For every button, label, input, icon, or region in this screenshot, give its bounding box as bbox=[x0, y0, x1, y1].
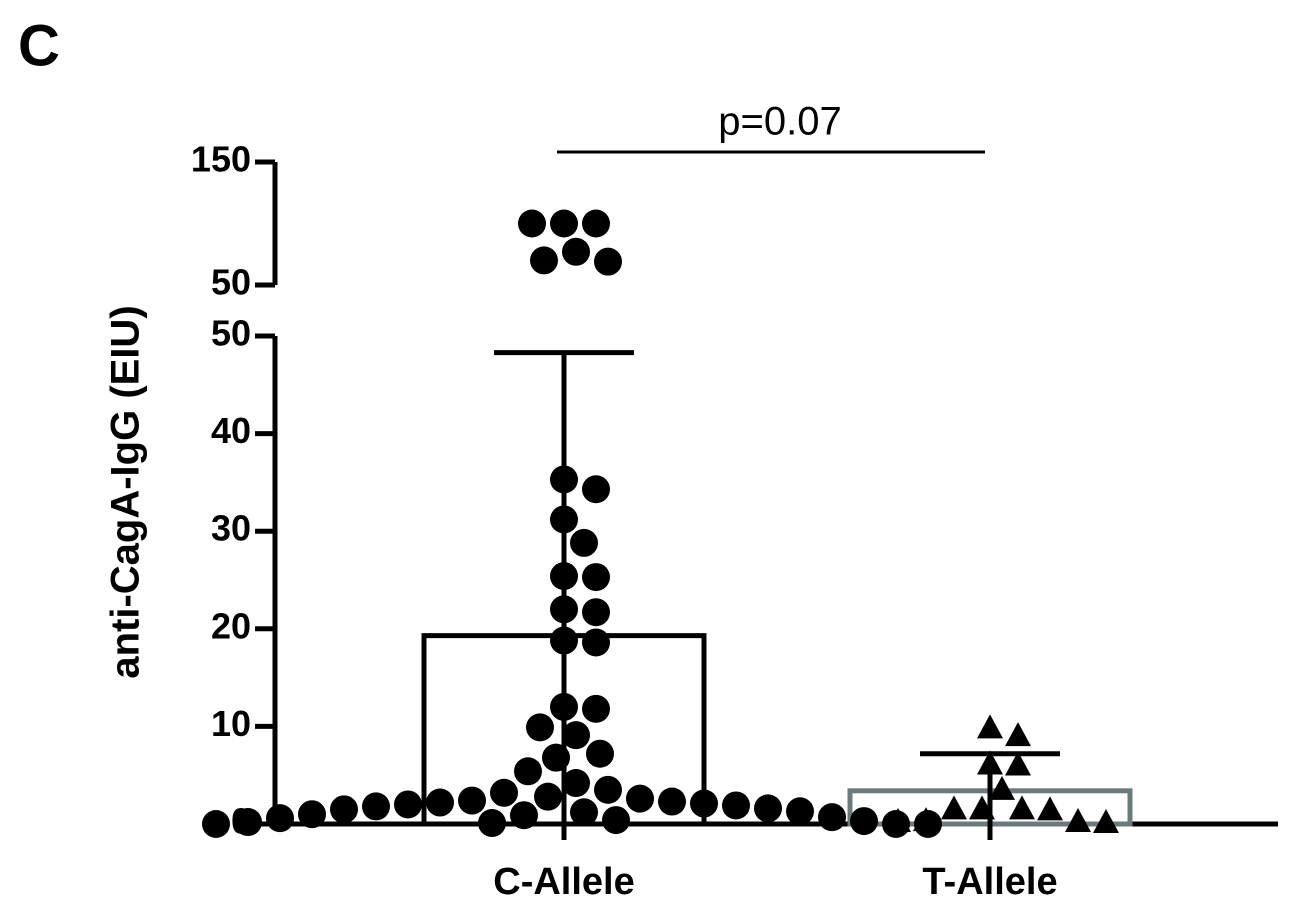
data-point bbox=[818, 803, 846, 832]
data-point bbox=[550, 595, 578, 624]
data-point bbox=[550, 209, 578, 238]
data-point bbox=[626, 784, 654, 813]
y-tick-label: 150 bbox=[191, 139, 251, 180]
data-point bbox=[754, 794, 782, 823]
data-point bbox=[977, 750, 1003, 775]
data-point bbox=[594, 775, 622, 804]
y-tick-label: 40 bbox=[211, 410, 251, 451]
data-point bbox=[534, 782, 562, 811]
data-point bbox=[1093, 809, 1119, 834]
data-point bbox=[514, 757, 542, 786]
data-point bbox=[570, 528, 598, 557]
data-point bbox=[1005, 751, 1031, 776]
data-point bbox=[550, 505, 578, 534]
data-point bbox=[478, 809, 506, 838]
data-point bbox=[550, 626, 578, 655]
data-point bbox=[913, 807, 939, 832]
annotation: p=0.07 bbox=[718, 100, 841, 144]
data-point bbox=[458, 786, 486, 815]
data-point bbox=[542, 743, 570, 772]
data-point bbox=[690, 789, 718, 818]
data-point bbox=[1037, 796, 1063, 821]
y-tick-label: 20 bbox=[211, 605, 251, 646]
y-tick-label: 10 bbox=[211, 703, 251, 744]
data-point bbox=[266, 804, 294, 833]
data-point bbox=[582, 209, 610, 238]
data-point bbox=[298, 800, 326, 829]
data-point bbox=[394, 790, 422, 819]
data-point bbox=[582, 694, 610, 723]
data-point bbox=[490, 778, 518, 807]
data-point bbox=[550, 465, 578, 494]
data-point bbox=[586, 739, 614, 768]
data-point bbox=[885, 808, 911, 833]
x-tick-label: C-Allele bbox=[493, 861, 634, 903]
y-tick-label: 30 bbox=[211, 508, 251, 549]
data-point bbox=[562, 237, 590, 266]
data-point bbox=[562, 721, 590, 750]
data-point bbox=[786, 797, 814, 826]
data-point bbox=[582, 563, 610, 592]
data-point bbox=[602, 806, 630, 835]
panel-label: C bbox=[18, 13, 60, 78]
data-point bbox=[550, 562, 578, 591]
data-point bbox=[658, 787, 686, 816]
data-point bbox=[510, 801, 538, 830]
data-point bbox=[989, 775, 1015, 800]
y-tick-label: 50 bbox=[211, 262, 251, 303]
data-point bbox=[941, 795, 967, 820]
data-point bbox=[582, 598, 610, 627]
y-tick-label: 50 bbox=[211, 313, 251, 354]
data-point bbox=[202, 810, 230, 838]
data-point bbox=[518, 209, 546, 238]
data-point bbox=[1009, 795, 1035, 820]
data-point bbox=[570, 798, 598, 827]
data-point bbox=[582, 475, 610, 504]
data-point bbox=[426, 788, 454, 817]
data-point bbox=[330, 795, 358, 824]
data-point bbox=[1065, 808, 1091, 833]
data-point bbox=[362, 792, 390, 821]
data-point bbox=[977, 714, 1003, 739]
data-point bbox=[594, 247, 622, 276]
y-axis-title: anti-CagA-IgG (EIU) bbox=[104, 305, 148, 678]
data-point bbox=[1005, 722, 1031, 747]
x-tick-label: T-Allele bbox=[922, 861, 1057, 903]
data-point bbox=[562, 769, 590, 798]
data-point bbox=[969, 795, 995, 820]
data-point bbox=[850, 807, 878, 836]
data-point bbox=[234, 808, 262, 837]
data-point bbox=[722, 791, 750, 820]
data-point bbox=[550, 692, 578, 721]
data-point bbox=[582, 628, 610, 657]
data-point bbox=[530, 246, 558, 275]
data-point bbox=[526, 713, 554, 742]
